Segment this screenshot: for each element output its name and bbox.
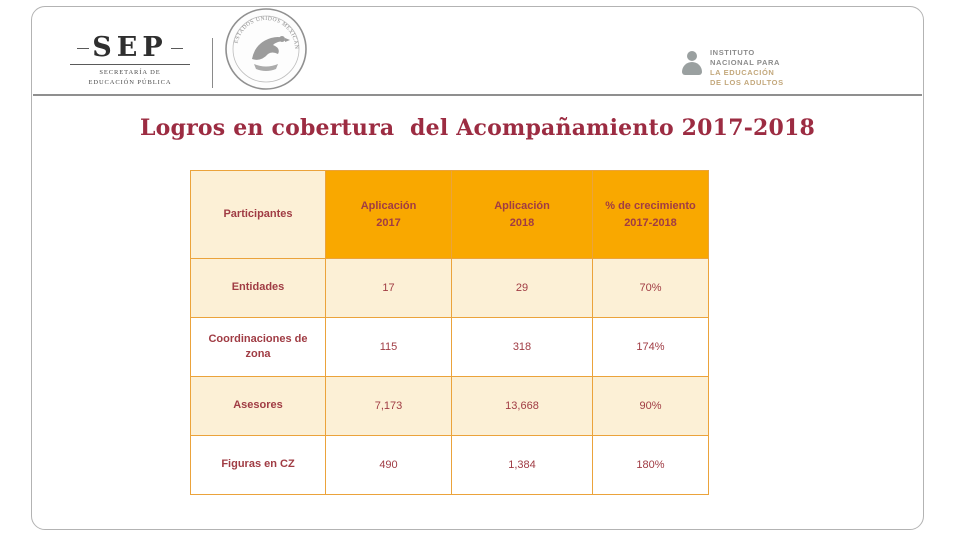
inea-line-3: LA EDUCACIÓN	[710, 68, 775, 78]
cell-growth: 174%	[592, 317, 709, 377]
inea-line-2: NACIONAL PARA	[710, 58, 781, 68]
table-row-coordinaciones: Coordinaciones de zona 115 318 174%	[190, 317, 709, 377]
col-header-participantes: Participantes	[190, 170, 326, 259]
cell-2017: 17	[325, 258, 452, 318]
row-label: Figuras en CZ	[190, 435, 326, 495]
cell-2018: 318	[451, 317, 593, 377]
person-body	[682, 62, 702, 75]
inea-text: INSTITUTO NACIONAL PARA LA EDUCACIÓN DE …	[710, 48, 784, 89]
inea-line-4: DE LOS ADULTOS	[710, 78, 784, 88]
row-label: Entidades	[190, 258, 326, 318]
person-head	[687, 51, 697, 61]
table-header-row: Participantes Aplicación 2017 Aplicación…	[190, 170, 709, 259]
cell-2018: 13,668	[451, 376, 593, 436]
row-label: Asesores	[190, 376, 326, 436]
table-row-asesores: Asesores 7,173 13,668 90%	[190, 376, 709, 436]
inea-logo: INSTITUTO NACIONAL PARA LA EDUCACIÓN DE …	[682, 48, 784, 89]
logo-divider	[212, 38, 213, 88]
cell-growth: 70%	[592, 258, 709, 318]
coverage-table: Participantes Aplicación 2017 Aplicación…	[190, 170, 709, 495]
col-header-aplicacion-2017: Aplicación 2017	[325, 170, 452, 259]
header-separator	[33, 94, 922, 96]
cell-2018: 29	[451, 258, 593, 318]
cell-growth: 90%	[592, 376, 709, 436]
table-row-entidades: Entidades 17 29 70%	[190, 258, 709, 318]
inea-person-icon	[682, 48, 702, 75]
cell-growth: 180%	[592, 435, 709, 495]
sep-wordmark: SEP	[70, 34, 190, 61]
page-title: Logros en cobertura del Acompañamiento 2…	[140, 115, 816, 141]
mexico-seal: ESTADOS UNIDOS MEXICANOS	[224, 7, 308, 91]
sep-logo: SEP SECRETARÍA DE EDUCACIÓN PÚBLICA	[70, 34, 190, 88]
cell-2017: 7,173	[325, 376, 452, 436]
col-header-aplicacion-2018: Aplicación 2018	[451, 170, 593, 259]
header: SEP SECRETARÍA DE EDUCACIÓN PÚBLICA ESTA…	[0, 0, 960, 95]
cell-2017: 490	[325, 435, 452, 495]
cell-2017: 115	[325, 317, 452, 377]
row-label: Coordinaciones de zona	[190, 317, 326, 377]
table-row-figuras-cz: Figuras en CZ 490 1,384 180%	[190, 435, 709, 495]
sep-subtitle: SECRETARÍA DE EDUCACIÓN PÚBLICA	[70, 64, 190, 88]
eagle-icon	[252, 36, 290, 71]
cell-2018: 1,384	[451, 435, 593, 495]
mexico-seal-icon: ESTADOS UNIDOS MEXICANOS	[224, 7, 307, 90]
col-header-crecimiento: % de crecimiento 2017-2018	[592, 170, 709, 259]
inea-line-1: INSTITUTO	[710, 48, 755, 57]
